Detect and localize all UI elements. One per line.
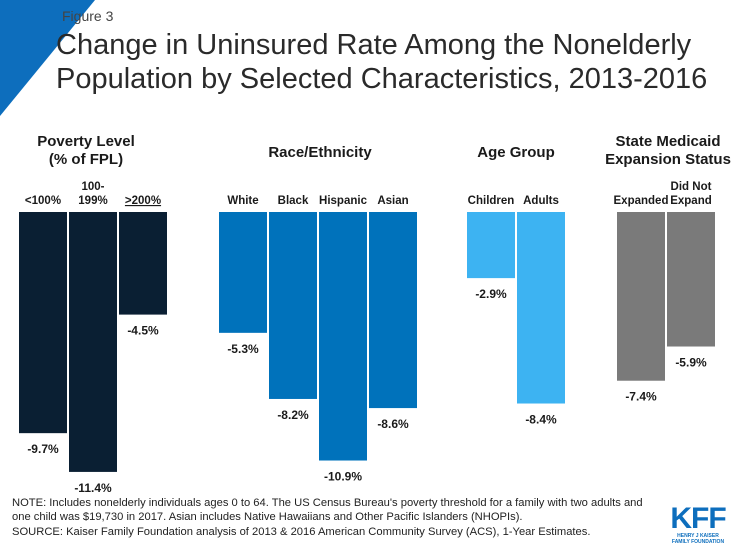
value-label-3-1: -2.9% bbox=[475, 287, 507, 301]
figure-label: Figure 3 bbox=[62, 8, 114, 24]
footnote: NOTE: Includes nonelderly individuals ag… bbox=[12, 496, 652, 539]
kff-logo-subline-1: HENRY J KAISER bbox=[677, 533, 719, 539]
value-label-1-1: -9.7% bbox=[27, 442, 59, 456]
bar-2-3 bbox=[319, 212, 367, 461]
category-label-2-1: White bbox=[227, 195, 258, 207]
kff-logo: KFF HENRY J KAISER FAMILY FOUNDATION bbox=[668, 502, 728, 546]
corner-accent-shape bbox=[0, 0, 95, 116]
bar-2-1 bbox=[219, 212, 267, 333]
category-label-4-2-line-1: Did Not bbox=[671, 181, 712, 193]
category-label-1-3: >200% bbox=[125, 195, 161, 207]
value-label-3-2: -8.4% bbox=[525, 413, 557, 427]
note-line-2: one child was $19,730 in 2017. Asian inc… bbox=[12, 511, 523, 524]
bar-4-1 bbox=[617, 212, 665, 381]
category-label-4-1: Expanded bbox=[614, 195, 669, 207]
panel-title-1-line-2: (% of FPL) bbox=[49, 151, 123, 168]
category-label-3-1: Children bbox=[468, 195, 515, 207]
value-label-2-4: -8.6% bbox=[377, 417, 409, 431]
category-label-4-2-line-2: Expand bbox=[670, 195, 712, 207]
category-label-1-2-line-1: 100- bbox=[81, 181, 104, 193]
bar-1-3 bbox=[119, 212, 167, 315]
bar-1-1 bbox=[19, 212, 67, 434]
value-label-2-2: -8.2% bbox=[277, 408, 309, 422]
bar-1-2 bbox=[69, 212, 117, 472]
panel-title-4-line-2: Expansion Status bbox=[605, 151, 731, 168]
value-label-2-1: -5.3% bbox=[227, 342, 259, 356]
panel-title-3-line-1: Age Group bbox=[477, 144, 555, 161]
category-label-2-2: Black bbox=[278, 195, 309, 207]
panel-title-1-line-1: Poverty Level bbox=[37, 133, 135, 150]
bar-4-2 bbox=[667, 212, 715, 347]
bar-2-4 bbox=[369, 212, 417, 409]
value-label-1-2: -11.4% bbox=[74, 481, 112, 495]
chart-area: Poverty Level(% of FPL) <100% -9.7% 100- 199… bbox=[19, 133, 731, 495]
chart-title: Change in Uninsured Rate Among the Nonel… bbox=[56, 29, 708, 95]
category-label-3-2: Adults bbox=[523, 195, 559, 207]
source-line: SOURCE: Kaiser Family Foundation analysi… bbox=[12, 525, 591, 538]
kff-logo-subline-2: FAMILY FOUNDATION bbox=[671, 539, 725, 545]
bar-2-2 bbox=[269, 212, 317, 399]
value-label-1-3: -4.5% bbox=[127, 324, 159, 338]
bar-3-2 bbox=[517, 212, 565, 404]
value-label-4-1: -7.4% bbox=[625, 390, 657, 404]
category-label-1-1: <100% bbox=[25, 195, 61, 207]
category-label-2-3: Hispanic bbox=[319, 195, 368, 207]
bar-3-1 bbox=[467, 212, 515, 279]
value-label-2-3: -10.9% bbox=[324, 470, 362, 484]
kff-logo-text: KFF bbox=[670, 502, 726, 535]
panel-title-2-line-1: Race/Ethnicity bbox=[268, 144, 372, 161]
note-line-1: NOTE: Includes nonelderly individuals ag… bbox=[12, 497, 643, 509]
category-label-1-2-line-2: 199% bbox=[78, 195, 107, 207]
category-label-2-4: Asian bbox=[377, 195, 408, 207]
value-label-4-2: -5.9% bbox=[675, 356, 707, 370]
panel-title-4-line-1: State Medicaid bbox=[615, 133, 720, 150]
